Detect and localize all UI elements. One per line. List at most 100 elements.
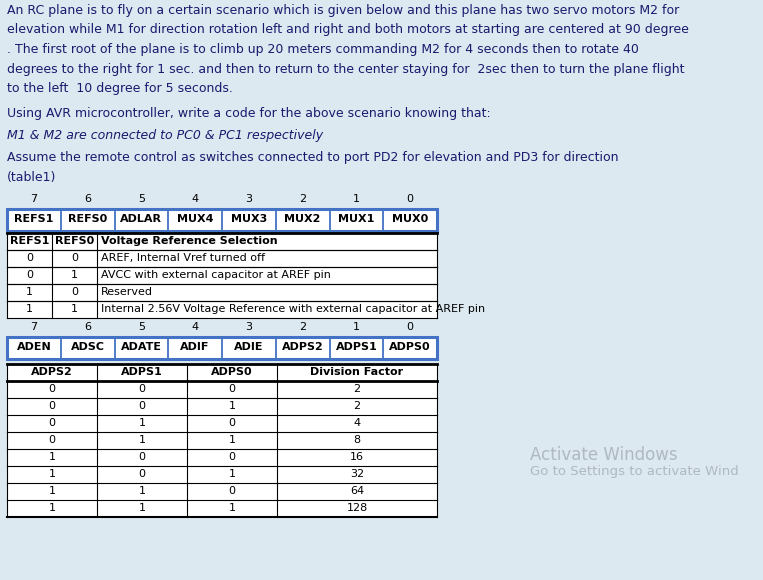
Bar [7, 415, 437, 432]
Text: 0: 0 [49, 401, 56, 411]
Bar [7, 364, 437, 380]
Text: 0: 0 [139, 452, 146, 462]
Text: 1: 1 [139, 486, 146, 496]
Bar [7, 448, 437, 466]
Text: 3: 3 [246, 194, 253, 205]
Text: . The first root of the plane is to climb up 20 meters commanding M2 for 4 secon: . The first root of the plane is to clim… [7, 43, 639, 56]
Text: ADEN: ADEN [17, 343, 51, 353]
Text: 1: 1 [228, 503, 236, 513]
Text: Internal 2.56V Voltage Reference with external capacitor at AREF pin: Internal 2.56V Voltage Reference with ex… [101, 304, 485, 314]
Text: Voltage Reference Selection: Voltage Reference Selection [101, 236, 278, 246]
Text: 4: 4 [192, 194, 198, 205]
Text: elevation while M1 for direction rotation left and right and both motors at star: elevation while M1 for direction rotatio… [7, 24, 689, 37]
Text: 0: 0 [49, 418, 56, 428]
Text: 0: 0 [139, 469, 146, 479]
Text: 1: 1 [228, 401, 236, 411]
Text: 64: 64 [350, 486, 364, 496]
Text: 0: 0 [49, 384, 56, 394]
Bar [7, 432, 437, 448]
Bar [7, 336, 437, 358]
Text: 4: 4 [192, 322, 198, 332]
Text: ADPS1: ADPS1 [121, 367, 163, 377]
Text: MUX3: MUX3 [230, 215, 267, 224]
Text: 7: 7 [31, 194, 37, 205]
Bar [7, 397, 437, 415]
Text: 0: 0 [139, 401, 146, 411]
Text: 0: 0 [228, 418, 236, 428]
Bar [7, 483, 437, 499]
Text: ADIE: ADIE [234, 343, 264, 353]
Text: An RC plane is to fly on a certain scenario which is given below and this plane : An RC plane is to fly on a certain scena… [7, 4, 679, 17]
Bar [7, 300, 437, 317]
Text: 0: 0 [26, 270, 33, 280]
Text: MUX0: MUX0 [392, 215, 428, 224]
Text: 2: 2 [353, 401, 361, 411]
Bar [7, 380, 437, 397]
Text: 0: 0 [26, 253, 33, 263]
Bar [7, 208, 437, 230]
Text: (table1): (table1) [7, 171, 56, 184]
Text: ADLAR: ADLAR [121, 215, 163, 224]
Text: 2: 2 [299, 322, 306, 332]
Text: 32: 32 [350, 469, 364, 479]
Text: to the left  10 degree for 5 seconds.: to the left 10 degree for 5 seconds. [7, 82, 233, 95]
Text: 0: 0 [71, 287, 78, 297]
Text: 0: 0 [407, 194, 414, 205]
Text: Assume the remote control as switches connected to port PD2 for elevation and PD: Assume the remote control as switches co… [7, 151, 619, 165]
Bar [7, 284, 437, 300]
Text: ADPS0: ADPS0 [389, 343, 431, 353]
Text: degrees to the right for 1 sec. and then to return to the center staying for  2s: degrees to the right for 1 sec. and then… [7, 63, 684, 75]
Text: 1: 1 [228, 469, 236, 479]
Text: 1: 1 [139, 435, 146, 445]
Text: 0: 0 [228, 452, 236, 462]
Text: Reserved: Reserved [101, 287, 153, 297]
Text: MUX1: MUX1 [338, 215, 375, 224]
Text: ADATE: ADATE [121, 343, 162, 353]
Text: 2: 2 [299, 194, 306, 205]
Text: 1: 1 [139, 418, 146, 428]
Text: REFS1: REFS1 [14, 215, 53, 224]
Text: 16: 16 [350, 452, 364, 462]
Text: 4: 4 [353, 418, 361, 428]
Text: 0: 0 [139, 384, 146, 394]
Text: REFS0: REFS0 [55, 236, 94, 246]
Text: MUX2: MUX2 [285, 215, 320, 224]
Text: ADPS0: ADPS0 [211, 367, 253, 377]
Text: 1: 1 [26, 287, 33, 297]
Text: 0: 0 [228, 384, 236, 394]
Bar [7, 466, 437, 483]
Text: 3: 3 [246, 322, 253, 332]
Text: 6: 6 [84, 322, 91, 332]
Text: 1: 1 [49, 503, 56, 513]
Text: 5: 5 [138, 194, 145, 205]
Text: 1: 1 [353, 194, 360, 205]
Text: 2: 2 [353, 384, 361, 394]
Text: ADPS2: ADPS2 [282, 343, 324, 353]
Bar [7, 233, 437, 249]
Text: 0: 0 [71, 253, 78, 263]
Text: MUX4: MUX4 [177, 215, 214, 224]
Text: AREF, Internal Vref turned off: AREF, Internal Vref turned off [101, 253, 265, 263]
Text: 1: 1 [353, 322, 360, 332]
Text: 6: 6 [84, 194, 91, 205]
Bar [7, 249, 437, 266]
Text: 8: 8 [353, 435, 361, 445]
Text: 0: 0 [228, 486, 236, 496]
Text: ADIF: ADIF [180, 343, 210, 353]
Text: Using AVR microcontroller, write a code for the above scenario knowing that:: Using AVR microcontroller, write a code … [7, 107, 491, 119]
Text: 1: 1 [71, 270, 78, 280]
Text: M1 & M2 are connected to PC0 & PC1 respectively: M1 & M2 are connected to PC0 & PC1 respe… [7, 129, 323, 142]
Text: ADPS2: ADPS2 [31, 367, 73, 377]
Text: Go to Settings to activate Wind: Go to Settings to activate Wind [530, 466, 739, 478]
Text: ADPS1: ADPS1 [336, 343, 377, 353]
Text: REFS0: REFS0 [68, 215, 108, 224]
Text: Division Factor: Division Factor [311, 367, 404, 377]
Text: 0: 0 [49, 435, 56, 445]
Text: Activate Windows: Activate Windows [530, 446, 678, 464]
Text: 128: 128 [346, 503, 368, 513]
Text: 0: 0 [407, 322, 414, 332]
Text: 5: 5 [138, 322, 145, 332]
Text: 1: 1 [49, 469, 56, 479]
Text: ADSC: ADSC [71, 343, 105, 353]
Text: REFS1: REFS1 [10, 236, 49, 246]
